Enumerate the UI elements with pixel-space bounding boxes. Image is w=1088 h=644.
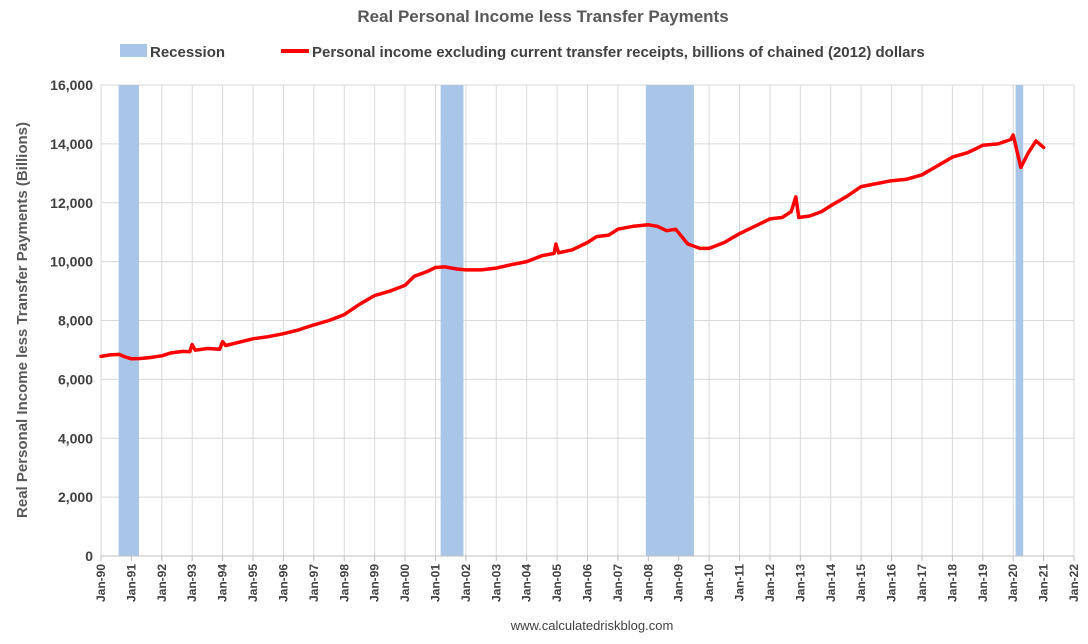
x-tick-label: Jan-14 <box>824 564 838 602</box>
y-tick-labels: 0 2,000 4,000 6,000 8,000 10,000 12,000 14,000 1… <box>50 77 93 564</box>
series-lines <box>99 133 1046 361</box>
x-tick-label: Jan-04 <box>520 564 534 602</box>
x-tick-label: Jan-19 <box>976 564 990 602</box>
x-tick-label: Jan-98 <box>337 564 351 602</box>
x-tick-label: Jan-97 <box>307 564 321 602</box>
legend-recession-label: Recession <box>150 44 225 61</box>
y-tick-label: 12,000 <box>50 195 93 211</box>
y-tick-label: 4,000 <box>58 430 93 446</box>
x-tick-label: Jan-03 <box>489 564 503 602</box>
footer-source: www.calculatedriskblog.com <box>510 618 674 633</box>
x-tick-label: Jan-10 <box>702 564 716 602</box>
y-tick-label: 0 <box>85 548 93 564</box>
x-tick-label: Jan-18 <box>945 564 959 602</box>
x-tick-label: Jan-16 <box>885 564 899 602</box>
x-tick-label: Jan-06 <box>581 564 595 602</box>
x-tick-label: Jan-12 <box>763 564 777 602</box>
x-tick-label: Jan-08 <box>641 564 655 602</box>
x-tick-label: Jan-99 <box>368 564 382 602</box>
legend-recession-swatch <box>120 44 147 57</box>
x-tick-label: Jan-17 <box>915 564 929 602</box>
x-tick-label: Jan-20 <box>1006 564 1020 602</box>
x-tick-label: Jan-01 <box>428 564 442 602</box>
y-tick-label: 14,000 <box>50 136 93 152</box>
x-tick-label: Jan-94 <box>216 564 230 602</box>
y-tick-label: 2,000 <box>58 489 93 505</box>
x-tick-label: Jan-92 <box>155 564 169 602</box>
recession-bar <box>118 85 140 556</box>
recession-shading <box>118 85 1024 556</box>
x-tick-label: Jan-02 <box>459 564 473 602</box>
legend: Recession Personal income excluding curr… <box>120 44 925 61</box>
recession-bar <box>645 85 694 556</box>
x-tick-label: Jan-00 <box>398 564 412 602</box>
y-tick-label: 8,000 <box>58 313 93 329</box>
y-tick-label: 10,000 <box>50 254 93 270</box>
legend-income-label: Personal income excluding current transf… <box>312 44 925 61</box>
x-tick-label: Jan-05 <box>550 564 564 602</box>
grid <box>100 84 1075 557</box>
x-tick-label: Jan-90 <box>94 564 108 602</box>
axes <box>100 555 1075 561</box>
y-tick-label: 6,000 <box>58 371 93 387</box>
x-tick-label: Jan-13 <box>793 564 807 602</box>
x-tick-label: Jan-07 <box>611 564 625 602</box>
x-tick-label: Jan-96 <box>276 564 290 602</box>
x-tick-label: Jan-22 <box>1067 564 1081 602</box>
x-tick-label: Jan-15 <box>854 564 868 602</box>
x-tick-label: Jan-21 <box>1037 564 1051 602</box>
recession-bar <box>1015 85 1024 556</box>
y-tick-label: 16,000 <box>50 77 93 93</box>
x-tick-label: Jan-95 <box>246 564 260 602</box>
x-tick-label: Jan-11 <box>733 564 747 602</box>
x-tick-label: Jan-93 <box>185 564 199 602</box>
x-tick-labels: Jan-90 Jan-91 Jan-92 Jan-93 Jan-94 Jan-95 Jan-… <box>94 564 1081 602</box>
series-line-personal-income <box>99 133 1046 361</box>
y-axis-title: Real Personal Income less Transfer Payme… <box>14 122 31 518</box>
x-tick-label: Jan-09 <box>672 564 686 602</box>
chart-title: Real Personal Income less Transfer Payme… <box>357 7 728 26</box>
recession-bar <box>440 85 464 556</box>
x-tick-label: Jan-91 <box>124 564 138 602</box>
